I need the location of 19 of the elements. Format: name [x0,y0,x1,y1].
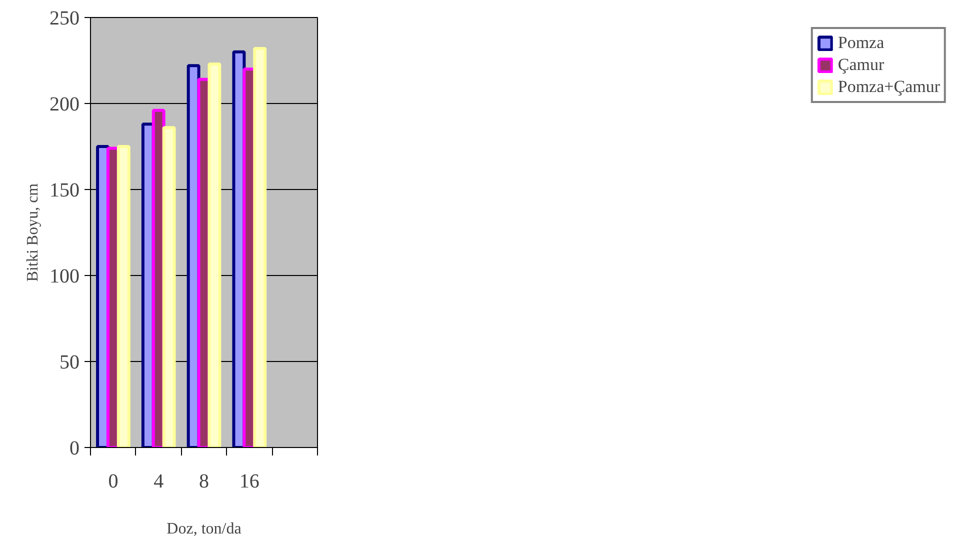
legend-label: Pomza+Çamur [838,77,940,97]
y-axis-title: Bitki Boyu, cm [24,182,42,282]
y-tick-label: 150 [50,180,80,202]
x-tick-label: 8 [199,470,209,492]
y-tick-label: 250 [50,8,80,30]
x-tick-label: 16 [239,470,260,492]
bar [253,46,267,448]
x-tick-label: 0 [108,470,118,492]
bar [162,126,176,448]
y-tick-label: 100 [50,266,80,288]
legend-label: Pomza [838,33,884,53]
y-tick-label: 0 [70,438,80,460]
y-tick-label: 200 [50,94,80,116]
legend-label: Çamur [838,55,884,75]
y-tick-label: 50 [60,352,80,374]
x-axis-title: Doz, ton/da [166,520,242,538]
x-tick-label: 4 [154,470,164,492]
bar [208,62,222,448]
bar [116,145,130,448]
